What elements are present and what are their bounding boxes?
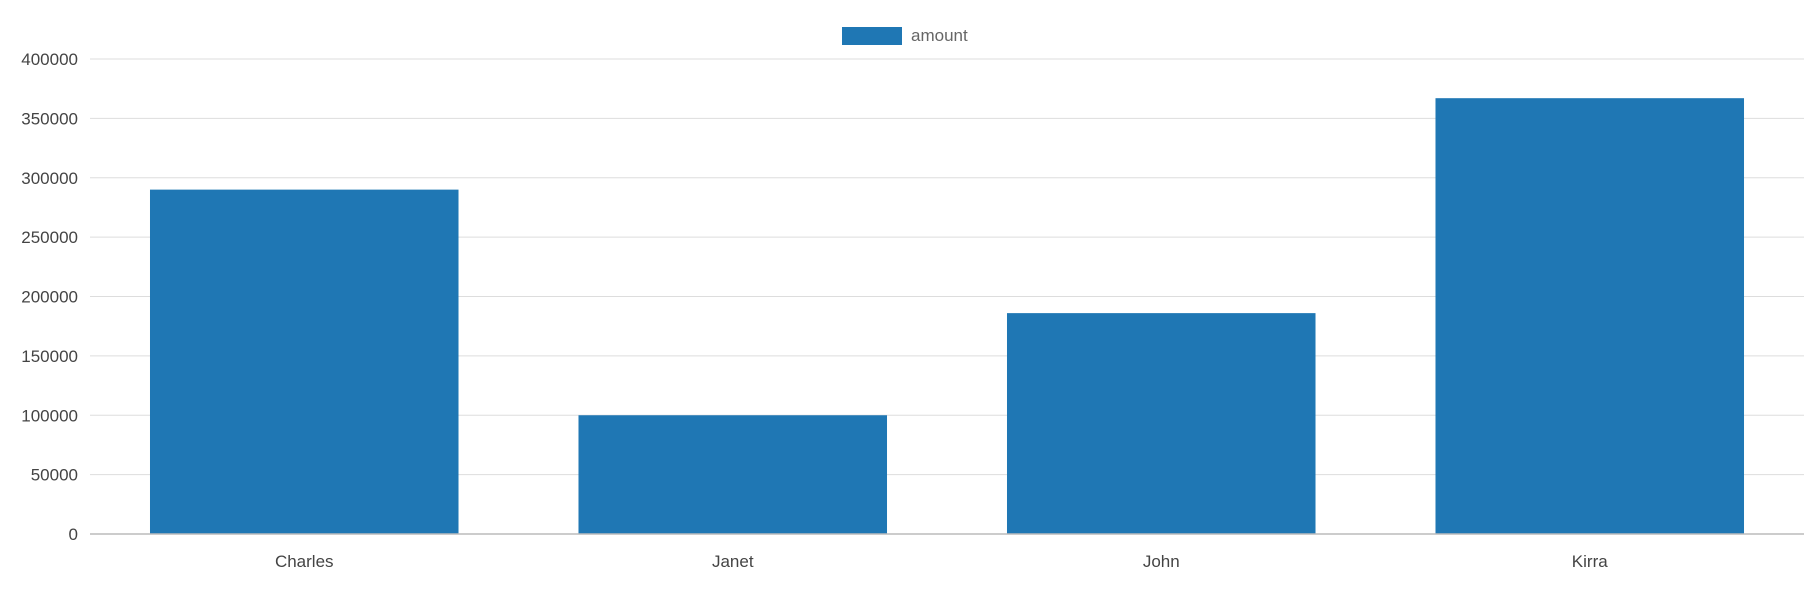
bar-charles[interactable] bbox=[149, 189, 459, 534]
y-tick-label: 300000 bbox=[21, 169, 78, 188]
bars bbox=[149, 98, 1745, 534]
y-tick-label: 400000 bbox=[21, 50, 78, 69]
x-tick-label: John bbox=[1143, 552, 1180, 571]
y-axis-ticks: 0 50000 100000 150000 200000 250000 300000 3500… bbox=[21, 50, 78, 544]
legend[interactable]: amount bbox=[842, 26, 968, 45]
x-axis-ticks: Charles Janet John Kirra bbox=[275, 552, 1608, 571]
y-tick-label: 50000 bbox=[31, 466, 78, 485]
bar-john[interactable] bbox=[1006, 313, 1316, 534]
x-tick-label: Charles bbox=[275, 552, 334, 571]
y-tick-label: 200000 bbox=[21, 288, 78, 307]
x-tick-label: Janet bbox=[712, 552, 754, 571]
bar-janet[interactable] bbox=[578, 415, 888, 534]
y-tick-label: 150000 bbox=[21, 347, 78, 366]
y-tick-label: 100000 bbox=[21, 406, 78, 425]
legend-swatch[interactable] bbox=[842, 27, 902, 45]
y-tick-label: 250000 bbox=[21, 228, 78, 247]
y-tick-label: 0 bbox=[69, 525, 78, 544]
x-tick-label: Kirra bbox=[1572, 552, 1608, 571]
y-tick-label: 350000 bbox=[21, 109, 78, 128]
legend-label[interactable]: amount bbox=[911, 26, 968, 45]
bar-kirra[interactable] bbox=[1435, 98, 1745, 534]
